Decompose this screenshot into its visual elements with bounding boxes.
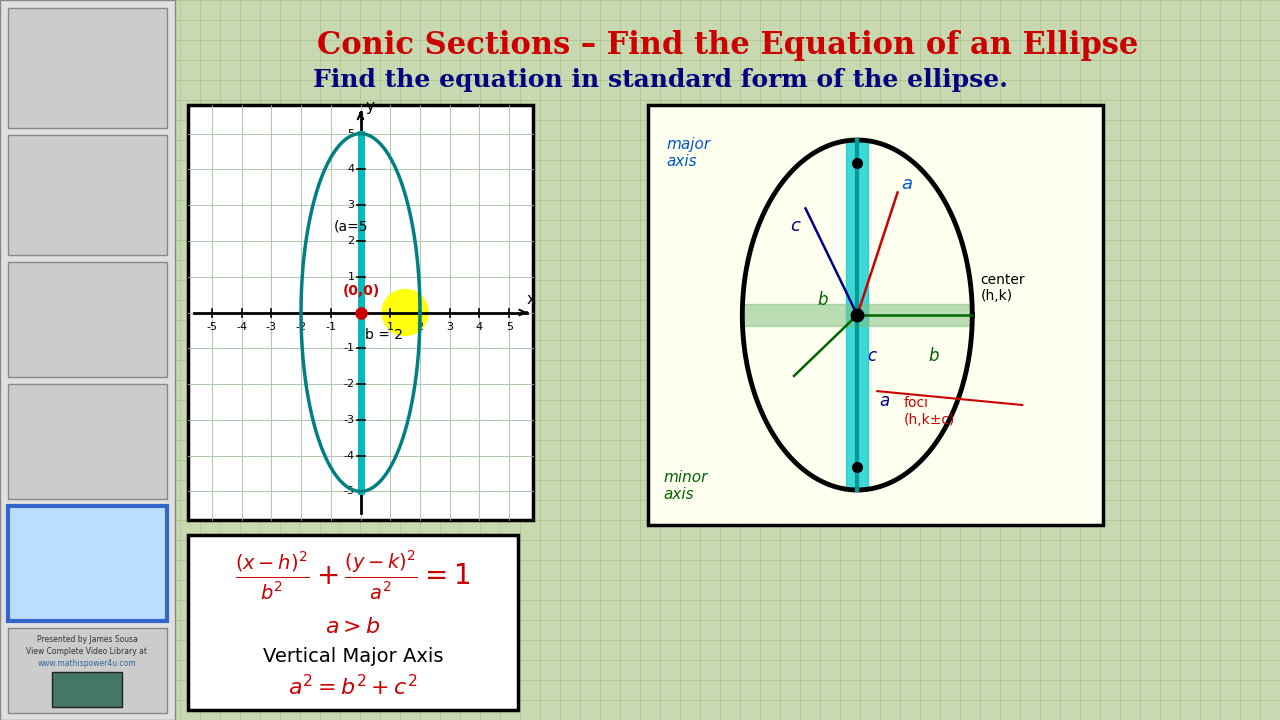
Text: b = 2: b = 2 <box>365 328 403 342</box>
Text: $a^2 = b^2 + c^2$: $a^2 = b^2 + c^2$ <box>288 675 417 700</box>
Text: Presented by James Sousa: Presented by James Sousa <box>37 635 137 644</box>
FancyBboxPatch shape <box>8 135 166 255</box>
Text: major
axis: major axis <box>666 137 710 169</box>
Text: 2: 2 <box>347 236 355 246</box>
FancyBboxPatch shape <box>8 8 166 128</box>
Text: -5: -5 <box>206 323 218 333</box>
Text: foci
(h,k±c): foci (h,k±c) <box>904 396 955 426</box>
Text: 5: 5 <box>347 129 355 139</box>
Text: -3: -3 <box>266 323 276 333</box>
Text: -2: -2 <box>343 379 355 389</box>
Text: View Complete Video Library at: View Complete Video Library at <box>27 647 147 656</box>
Text: b: b <box>817 291 828 309</box>
Text: Conic Sections – Find the Equation of an Ellipse: Conic Sections – Find the Equation of an… <box>317 30 1139 61</box>
FancyBboxPatch shape <box>8 506 166 621</box>
Text: 3: 3 <box>347 200 355 210</box>
Text: 4: 4 <box>476 323 483 333</box>
Text: $a > b$: $a > b$ <box>325 617 381 637</box>
Text: -5: -5 <box>343 487 355 496</box>
Text: -1: -1 <box>325 323 337 333</box>
Text: -4: -4 <box>343 451 355 461</box>
Text: c: c <box>868 346 877 364</box>
FancyBboxPatch shape <box>8 384 166 499</box>
Text: x: x <box>527 292 536 307</box>
Text: y: y <box>366 99 375 114</box>
Text: -3: -3 <box>343 415 355 425</box>
Text: a: a <box>901 175 911 193</box>
FancyBboxPatch shape <box>8 628 166 713</box>
Text: minor
axis: minor axis <box>663 470 708 503</box>
Text: 3: 3 <box>447 323 453 333</box>
Text: $\frac{(x - h)^2}{b^2} + \frac{(y - k)^2}{a^2} = 1$: $\frac{(x - h)^2}{b^2} + \frac{(y - k)^2… <box>236 549 471 602</box>
Text: a: a <box>879 392 890 410</box>
Polygon shape <box>742 304 973 326</box>
Text: www.mathispower4u.com: www.mathispower4u.com <box>37 659 136 668</box>
Text: 1: 1 <box>347 271 355 282</box>
Polygon shape <box>846 140 868 490</box>
FancyBboxPatch shape <box>52 672 122 707</box>
FancyBboxPatch shape <box>0 0 175 720</box>
Text: 5: 5 <box>506 323 513 333</box>
FancyBboxPatch shape <box>188 535 518 710</box>
Text: c: c <box>791 217 800 235</box>
Text: -2: -2 <box>296 323 307 333</box>
FancyBboxPatch shape <box>188 105 532 520</box>
Text: center
(h,k): center (h,k) <box>980 273 1025 303</box>
Text: 2: 2 <box>416 323 424 333</box>
Circle shape <box>383 289 428 336</box>
Text: 1: 1 <box>387 323 394 333</box>
Text: (a=5: (a=5 <box>334 219 369 233</box>
Text: b: b <box>928 346 940 364</box>
FancyBboxPatch shape <box>648 105 1103 525</box>
Text: -4: -4 <box>236 323 247 333</box>
Text: 4: 4 <box>347 164 355 174</box>
Text: -1: -1 <box>343 343 355 354</box>
FancyBboxPatch shape <box>8 262 166 377</box>
Text: Find the equation in standard form of the ellipse.: Find the equation in standard form of th… <box>312 68 1007 92</box>
Text: Vertical Major Axis: Vertical Major Axis <box>262 647 443 667</box>
Text: (0,0): (0,0) <box>343 284 380 297</box>
